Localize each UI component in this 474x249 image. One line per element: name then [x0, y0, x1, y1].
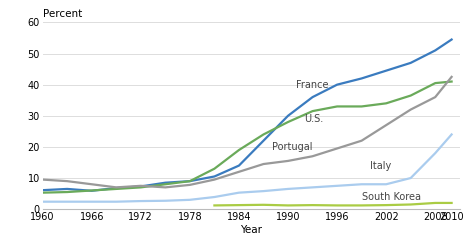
Text: Portugal: Portugal	[272, 142, 312, 152]
Text: Percent: Percent	[43, 9, 82, 19]
Text: South Korea: South Korea	[362, 192, 420, 202]
Text: France: France	[296, 80, 328, 90]
Text: U.S.: U.S.	[304, 114, 324, 124]
Text: Italy: Italy	[370, 161, 391, 171]
X-axis label: Year: Year	[240, 225, 262, 235]
